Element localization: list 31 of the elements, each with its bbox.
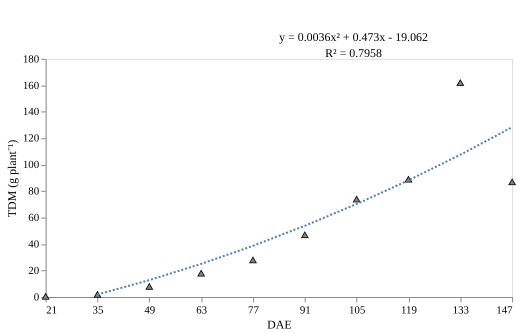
y-axis-title: TDM (g plant⁻¹) — [4, 140, 19, 218]
x-tick-label: 49 — [144, 304, 156, 316]
point — [197, 270, 205, 276]
x-tick-label: 91 — [300, 304, 311, 316]
y-tick-label: 120 — [22, 132, 40, 145]
x-tick-label: 147 — [496, 304, 514, 316]
x-tick-label: 63 — [196, 304, 208, 316]
point — [146, 283, 154, 290]
x-tick-label: 35 — [92, 304, 104, 316]
x-tick-label: 77 — [248, 304, 260, 316]
text: y = 0.0036x² + 0.473x - 19.062 — [279, 30, 428, 44]
point — [508, 178, 516, 186]
y-tick-label: 20 — [28, 265, 40, 278]
x-tick-label: 21 — [46, 304, 58, 316]
point — [352, 196, 360, 202]
annotation: R² = 0.7958 — [325, 46, 382, 60]
x-tick-label: 119 — [400, 304, 417, 316]
point — [301, 232, 309, 238]
y-tick-label: 80 — [28, 186, 40, 198]
point — [456, 79, 464, 86]
x-tick-label: 133 — [452, 304, 470, 316]
point — [249, 256, 257, 264]
x-tick-label: 105 — [348, 304, 366, 316]
y-tick-label: 0 — [34, 292, 40, 304]
y-tick-label: 60 — [28, 212, 40, 224]
y-tick-label: 160 — [22, 80, 40, 92]
y-tick-label: 140 — [22, 106, 40, 118]
y-tick-label: 40 — [28, 238, 40, 251]
y-tick-label: 100 — [22, 159, 40, 172]
x-axis-title: DAE — [267, 317, 292, 332]
y-tick-label: 180 — [22, 53, 40, 66]
